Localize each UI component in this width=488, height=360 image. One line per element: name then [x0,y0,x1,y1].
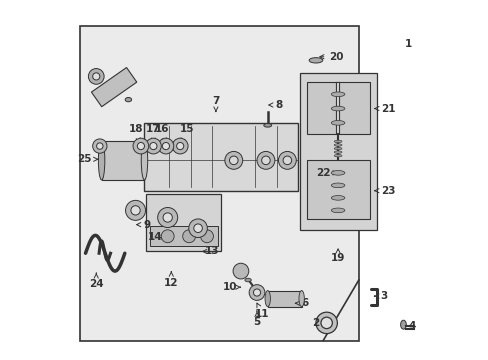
Text: 9: 9 [136,220,150,230]
Circle shape [193,224,202,233]
Ellipse shape [298,291,304,307]
Text: 4: 4 [408,321,415,332]
Circle shape [278,152,296,169]
Circle shape [224,152,242,169]
Circle shape [283,156,291,165]
Ellipse shape [264,291,270,307]
Bar [149,226,217,246]
Text: 19: 19 [330,249,345,263]
Circle shape [131,206,140,215]
Polygon shape [91,68,137,107]
Bar [144,123,298,191]
Circle shape [97,143,103,149]
Circle shape [229,156,238,165]
Text: 8: 8 [268,100,282,110]
Text: 10: 10 [223,282,240,292]
Circle shape [157,207,177,228]
Ellipse shape [331,106,344,111]
Text: 21: 21 [374,104,394,113]
Circle shape [163,213,172,222]
Text: 5: 5 [253,312,260,327]
Circle shape [200,230,213,243]
Bar [80,26,358,341]
Ellipse shape [331,208,344,213]
Text: 2: 2 [312,318,325,328]
Circle shape [253,289,260,296]
Text: 1: 1 [405,39,411,49]
Ellipse shape [333,144,341,146]
Text: 11: 11 [255,303,269,319]
Circle shape [248,285,264,300]
Circle shape [257,152,274,169]
Ellipse shape [308,58,322,63]
Circle shape [261,156,270,165]
Text: 3: 3 [374,291,386,301]
Circle shape [93,73,100,80]
Bar [267,291,301,307]
Ellipse shape [331,92,344,96]
Ellipse shape [331,195,344,200]
Circle shape [172,138,188,154]
Text: 20: 20 [319,52,343,62]
Circle shape [162,143,169,150]
Circle shape [161,230,174,243]
Ellipse shape [125,98,131,102]
Ellipse shape [141,141,147,180]
Ellipse shape [400,320,406,329]
Ellipse shape [333,151,341,153]
Circle shape [320,317,332,329]
Text: 13: 13 [202,247,219,256]
Ellipse shape [244,278,251,282]
Ellipse shape [98,141,104,180]
Circle shape [188,219,207,238]
Circle shape [133,138,148,154]
Circle shape [315,312,337,334]
Circle shape [93,139,107,153]
Circle shape [158,138,173,154]
Circle shape [233,263,248,279]
Circle shape [88,68,104,84]
Circle shape [145,138,161,154]
Bar [102,141,144,180]
Text: 7: 7 [212,96,219,112]
Text: 14: 14 [147,232,165,242]
Bar [306,160,369,219]
Circle shape [176,143,183,150]
Ellipse shape [331,121,344,125]
Bar [146,194,221,251]
Text: 15: 15 [179,124,193,143]
Circle shape [149,143,157,150]
Ellipse shape [263,123,271,127]
Bar [306,82,369,134]
Ellipse shape [333,154,341,157]
Text: 22: 22 [315,168,336,178]
Bar [299,73,376,230]
Text: 18: 18 [129,124,143,142]
Text: 24: 24 [89,273,103,289]
Text: 16: 16 [155,124,169,142]
Text: 6: 6 [295,298,308,308]
Ellipse shape [333,140,341,143]
Ellipse shape [333,147,341,150]
Circle shape [125,201,145,220]
Text: 23: 23 [374,186,394,196]
Circle shape [183,230,195,243]
Text: 25: 25 [77,154,98,164]
Ellipse shape [331,183,344,188]
Text: 12: 12 [163,272,178,288]
Circle shape [137,143,144,150]
Ellipse shape [331,171,344,175]
Text: 17: 17 [146,124,161,142]
